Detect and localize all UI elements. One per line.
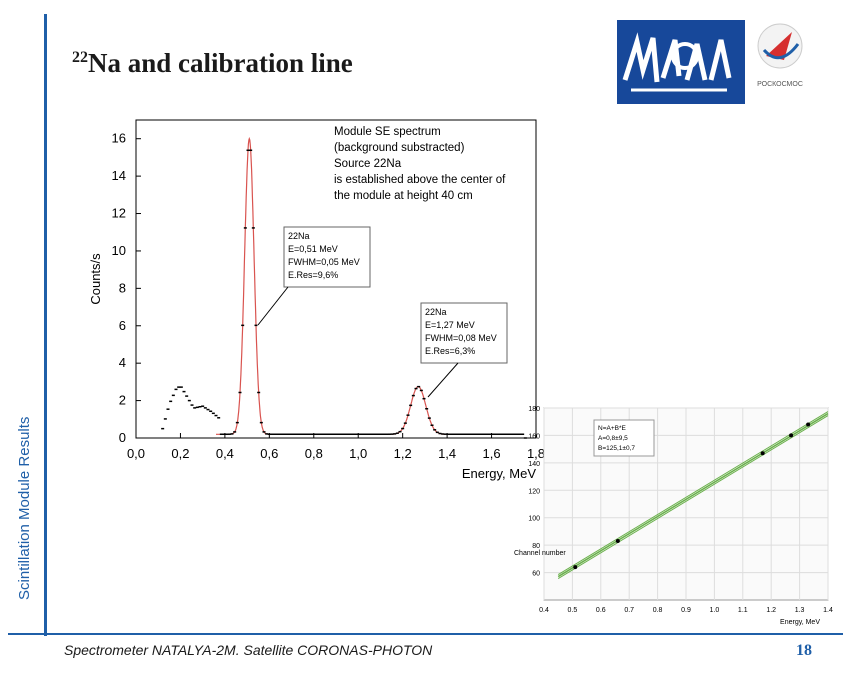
x-tick-label: 0,4 xyxy=(216,446,234,461)
title-text: Na and calibration line xyxy=(88,48,353,78)
peak2-pointer xyxy=(427,362,459,398)
title-superscript: 22 xyxy=(72,49,88,66)
fit-curve xyxy=(364,386,472,435)
x-tick-label: 1,0 xyxy=(349,446,367,461)
peak1-box-line: E.Res=9,6% xyxy=(288,270,338,280)
y-tick-label: 0 xyxy=(119,430,126,445)
x-tick-label: 0,6 xyxy=(260,446,278,461)
x-tick-label: 0,8 xyxy=(305,446,323,461)
calib-point xyxy=(760,451,765,456)
y-tick-label: 4 xyxy=(119,355,126,370)
calib-x-tick-label: 0.5 xyxy=(568,607,578,614)
peak2-box-line: 22Na xyxy=(425,307,447,317)
page-number: 18 xyxy=(796,642,812,659)
x-tick-label: 1,4 xyxy=(438,446,456,461)
y-tick-label: 16 xyxy=(112,131,126,146)
annotation-line: the module at height 40 cm xyxy=(334,190,473,202)
calib-x-tick-label: 1.2 xyxy=(766,607,776,614)
y-axis-label: Counts/s xyxy=(88,253,103,305)
calib-fit-line xyxy=(557,412,829,578)
calib-band-low xyxy=(557,415,829,579)
calib-x-tick-label: 1.3 xyxy=(795,607,805,614)
x-tick-label: 1,2 xyxy=(394,446,412,461)
footer-text: Spectrometer NATALYA-2M. Satellite CORON… xyxy=(64,642,433,658)
institute-logo-graphic xyxy=(617,20,745,104)
y-tick-label: 12 xyxy=(112,206,126,221)
calib-x-tick-label: 1.1 xyxy=(738,607,748,614)
calib-y-tick-label: 80 xyxy=(532,543,540,550)
calib-x-tick-label: 1.0 xyxy=(710,607,720,614)
calib-x-axis-label: Energy, MeV xyxy=(780,619,820,626)
calib-legend-line: N=A+B*E xyxy=(598,425,626,432)
x-tick-label: 1,6 xyxy=(483,446,501,461)
calib-x-tick-label: 0.7 xyxy=(624,607,634,614)
peak1-box-frame xyxy=(283,226,371,288)
calib-point xyxy=(806,422,811,427)
peak2-box-line: E=1,27 MeV xyxy=(425,320,475,330)
calibration-chart: 0.4 0.5 0.6 0.7 0.8 0.9 1.0 1.1 1.2 1.3 1.4 60 80 100… xyxy=(514,406,833,626)
calib-x-tick-label: 0.4 xyxy=(539,607,549,614)
main-annotation: Module SE spectrum (background substracte… xyxy=(334,126,506,202)
calib-y-tick-label: 140 xyxy=(528,461,540,468)
left-rule xyxy=(44,14,47,636)
calib-x-tick-label: 0.9 xyxy=(681,607,691,614)
y-tick-label: 8 xyxy=(119,280,126,295)
x-tick-label: 1,8 xyxy=(527,446,545,461)
peak2-box-line: FWHM=0,08 MeV xyxy=(425,333,497,343)
y-tick-label: 6 xyxy=(119,318,126,333)
bottom-rule xyxy=(8,633,843,635)
y-tick-label: 10 xyxy=(112,243,126,258)
calib-y-tick-label: 120 xyxy=(528,488,540,495)
calib-x-tick-label: 1.4 xyxy=(823,607,833,614)
side-label: Scintillation Module Results xyxy=(16,416,33,600)
spectrum-chart: 0,0 0,2 0,4 0,6 0,8 1,0 1,2 1,4 1,6 1,8 0 2 4 6 8 10 12 1… xyxy=(88,119,545,481)
roscosmos-logo: РОСКОСМОС xyxy=(754,20,806,92)
roscosmos-emblem: РОСКОСМОС xyxy=(757,23,803,88)
calib-y-tick-label: 100 xyxy=(528,516,540,523)
peak2-box-frame xyxy=(420,302,508,364)
calib-y-tick-label: 180 xyxy=(528,406,540,413)
peak1-box-line: E=0,51 MeV xyxy=(288,244,338,254)
calib-legend-line: B=125,1±0,7 xyxy=(598,445,635,452)
calib-legend: N=A+B*E A=0,8±9,5 B=125,1±0,7 xyxy=(593,419,655,457)
fit-curve xyxy=(216,136,283,435)
x-axis-label: Energy, MeV xyxy=(462,466,537,481)
x-tick-label: 0,0 xyxy=(127,446,145,461)
roscosmos-text: РОСКОСМОС xyxy=(757,81,803,88)
calib-y-axis-label: Channel number xyxy=(514,550,566,557)
peak1-box-line: 22Na xyxy=(288,231,310,241)
annotation-line: Source 22Na xyxy=(334,158,402,170)
calib-x-tick-label: 0.6 xyxy=(596,607,606,614)
peak1-box-line: FWHM=0,05 MeV xyxy=(288,257,360,267)
calib-legend-frame xyxy=(593,419,655,457)
peak2-box: 22Na E=1,27 MeV FWHM=0,08 MeV E.Res=6,3% xyxy=(420,302,508,364)
calib-y-tick-label: 160 xyxy=(528,433,540,440)
plot-frame xyxy=(135,119,537,439)
calib-point xyxy=(789,433,794,438)
calib-point xyxy=(615,539,620,544)
calib-point xyxy=(573,565,578,570)
peak2-box-line: E.Res=6,3% xyxy=(425,346,475,356)
peak1-pointer xyxy=(257,286,289,326)
calib-legend-line: A=0,8±9,5 xyxy=(598,435,628,442)
calib-band-high xyxy=(557,411,829,575)
calib-x-tick-label: 0.8 xyxy=(653,607,663,614)
y-tick-label: 14 xyxy=(112,168,126,183)
y-tick-label: 2 xyxy=(119,393,126,408)
annotation-line: Module SE spectrum xyxy=(334,126,441,138)
calib-y-tick-label: 60 xyxy=(532,571,540,578)
annotation-line: (background substracted) xyxy=(334,142,465,154)
peak1-box: 22Na E=0,51 MeV FWHM=0,05 MeV E.Res=9,6% xyxy=(283,226,371,288)
annotation-line: is established above the center of xyxy=(334,174,506,186)
page-title: 22Na and calibration line xyxy=(72,48,353,79)
institute-logo xyxy=(617,20,745,104)
x-tick-label: 0,2 xyxy=(171,446,189,461)
